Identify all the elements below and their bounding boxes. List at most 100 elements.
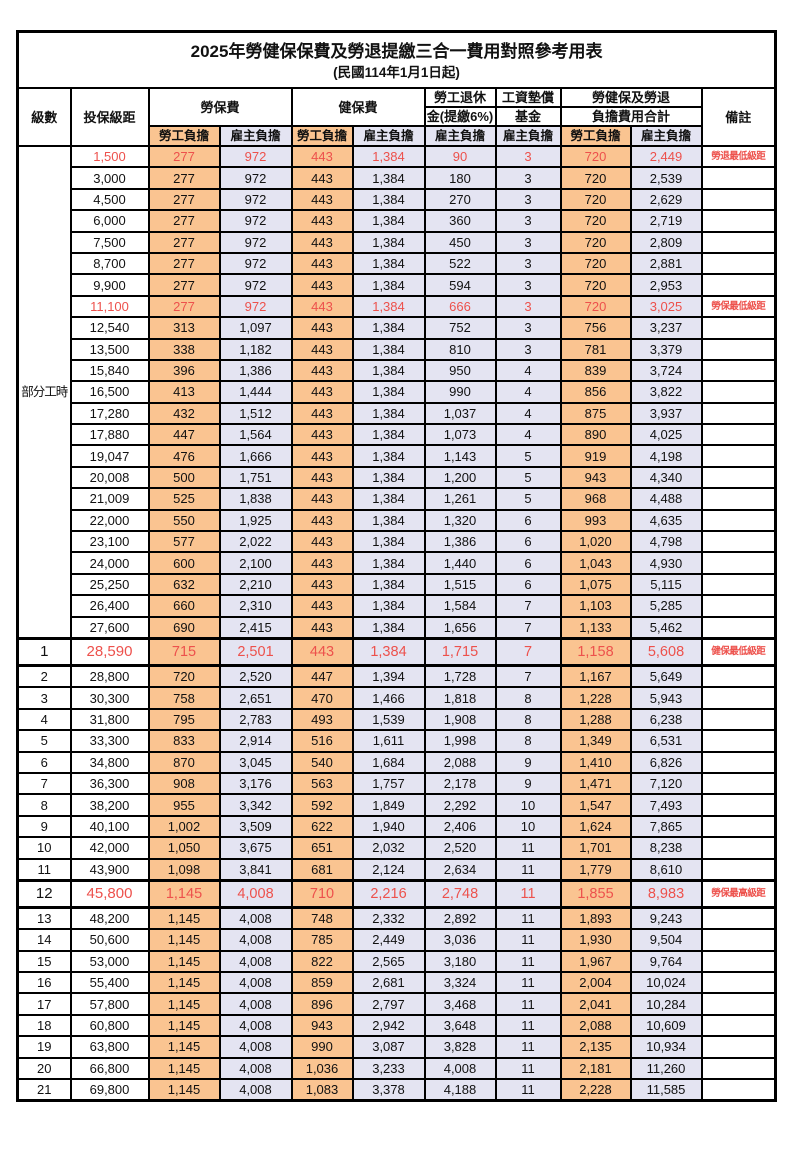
col-header-labor-insurance: 勞保費 — [147, 87, 293, 127]
table-row: 23,100 577 2,022 443 1,384 1,386 6 1,020 4,798 — [18, 530, 777, 554]
pension-employer-cell: 90 — [423, 144, 497, 169]
remark-cell — [700, 750, 777, 774]
total-employer-cell: 2,881 — [629, 251, 703, 276]
pension-employer-cell: 1,584 — [423, 594, 497, 618]
level-cell: 19 — [16, 1035, 72, 1059]
health-employee-cell: 822 — [290, 949, 354, 974]
labor-employer-cell: 972 — [218, 187, 293, 212]
remark-cell: 勞保最低級距 — [700, 294, 777, 319]
labor-employee-cell: 908 — [147, 771, 221, 796]
total-employer-cell: 4,198 — [629, 444, 703, 468]
table-row: 15,840 396 1,386 443 1,384 950 4 839 3,724 — [18, 358, 777, 383]
remark-cell — [700, 664, 777, 689]
bracket-cell: 38,200 — [69, 793, 150, 817]
remark-cell — [700, 814, 777, 839]
level-cell: 9 — [16, 814, 72, 839]
table-row: 22,000 550 1,925 443 1,384 1,320 6 993 4,635 — [18, 508, 777, 533]
remark-cell — [700, 465, 777, 490]
total-employer-cell: 4,635 — [629, 508, 703, 533]
remark-cell — [700, 251, 777, 276]
bracket-cell: 36,300 — [69, 771, 150, 796]
pension-employer-cell: 2,292 — [423, 793, 497, 817]
total-employee-cell: 1,075 — [559, 572, 632, 597]
total-employer-cell: 8,238 — [629, 836, 703, 860]
pension-employer-cell: 2,178 — [423, 771, 497, 796]
bracket-cell: 26,400 — [69, 594, 150, 618]
labor-employee-cell: 1,145 — [147, 1013, 221, 1038]
remark-cell — [700, 836, 777, 860]
total-employer-cell: 5,285 — [629, 594, 703, 618]
wage-fund-employer-cell: 3 — [494, 337, 562, 361]
health-employee-cell: 443 — [290, 465, 354, 490]
level-cell: 18 — [16, 1013, 72, 1038]
wage-fund-employer-cell: 4 — [494, 423, 562, 447]
pension-employer-cell: 810 — [423, 337, 497, 361]
labor-employer-cell: 3,342 — [218, 793, 293, 817]
total-employer-cell: 8,610 — [629, 857, 703, 882]
pension-employer-cell: 360 — [423, 209, 497, 233]
table-row: 19,047 476 1,666 443 1,384 1,143 5 919 4,198 — [18, 444, 777, 468]
labor-employee-cell: 277 — [147, 209, 221, 233]
labor-employee-cell: 277 — [147, 166, 221, 190]
wage-fund-employer-cell: 7 — [494, 664, 562, 689]
bracket-cell: 1,500 — [69, 144, 150, 169]
pension-employer-cell: 522 — [423, 251, 497, 276]
subheader-health-employer: 雇主負擔 — [351, 125, 426, 147]
health-employer-cell: 1,394 — [351, 664, 426, 689]
health-employee-cell: 443 — [290, 209, 354, 233]
table-row: 4,500 277 972 443 1,384 270 3 720 2,629 — [18, 187, 777, 212]
labor-employee-cell: 1,145 — [147, 1056, 221, 1081]
total-employee-cell: 919 — [559, 444, 632, 468]
bracket-cell: 7,500 — [69, 230, 150, 254]
labor-employer-cell: 4,008 — [218, 1035, 293, 1059]
labor-employee-cell: 715 — [147, 636, 221, 667]
level-cell: 12 — [16, 878, 72, 909]
labor-employee-cell: 660 — [147, 594, 221, 618]
health-employer-cell: 1,611 — [351, 729, 426, 753]
total-employee-cell: 1,228 — [559, 686, 632, 710]
health-employee-cell: 443 — [290, 487, 354, 511]
health-employer-cell: 2,124 — [351, 857, 426, 882]
remark-cell — [700, 686, 777, 710]
bracket-cell: 20,008 — [69, 465, 150, 490]
labor-employer-cell: 4,008 — [218, 1013, 293, 1038]
wage-fund-employer-cell: 3 — [494, 187, 562, 212]
labor-employee-cell: 690 — [147, 615, 221, 640]
health-employee-cell: 710 — [290, 878, 354, 909]
health-employer-cell: 1,384 — [351, 251, 426, 276]
bracket-cell: 3,000 — [69, 166, 150, 190]
labor-employer-cell: 4,008 — [218, 1078, 293, 1102]
remark-cell: 勞保最高級距 — [700, 878, 777, 909]
wage-fund-employer-cell: 10 — [494, 814, 562, 839]
health-employee-cell: 443 — [290, 530, 354, 554]
remark-cell — [700, 1056, 777, 1081]
labor-employer-cell: 4,008 — [218, 992, 293, 1016]
wage-fund-employer-cell: 3 — [494, 209, 562, 233]
total-employer-cell: 9,243 — [629, 906, 703, 931]
total-employer-cell: 9,764 — [629, 949, 703, 974]
table-row: 17,880 447 1,564 443 1,384 1,073 4 890 4,025 — [18, 423, 777, 447]
health-employer-cell: 2,449 — [351, 928, 426, 952]
labor-employer-cell: 4,008 — [218, 949, 293, 974]
health-employer-cell: 1,384 — [351, 316, 426, 340]
health-employee-cell: 563 — [290, 771, 354, 796]
total-employee-cell: 1,020 — [559, 530, 632, 554]
table-row: 17,280 432 1,512 443 1,384 1,037 4 875 3,937 — [18, 401, 777, 426]
wage-fund-employer-cell: 3 — [494, 273, 562, 297]
pension-employer-cell: 2,520 — [423, 836, 497, 860]
bracket-cell: 57,800 — [69, 992, 150, 1016]
health-employer-cell: 1,384 — [351, 423, 426, 447]
total-employer-cell: 3,025 — [629, 294, 703, 319]
total-employer-cell: 2,953 — [629, 273, 703, 297]
level-cell: 16 — [16, 971, 72, 995]
col-header-health-insurance: 健保費 — [290, 87, 426, 127]
health-employer-cell: 1,384 — [351, 166, 426, 190]
bracket-cell: 60,800 — [69, 1013, 150, 1038]
labor-employee-cell: 1,145 — [147, 928, 221, 952]
level-cell: 15 — [16, 949, 72, 974]
health-employee-cell: 443 — [290, 337, 354, 361]
labor-employee-cell: 1,145 — [147, 949, 221, 974]
pension-employer-cell: 3,468 — [423, 992, 497, 1016]
labor-employer-cell: 1,564 — [218, 423, 293, 447]
health-employer-cell: 1,849 — [351, 793, 426, 817]
